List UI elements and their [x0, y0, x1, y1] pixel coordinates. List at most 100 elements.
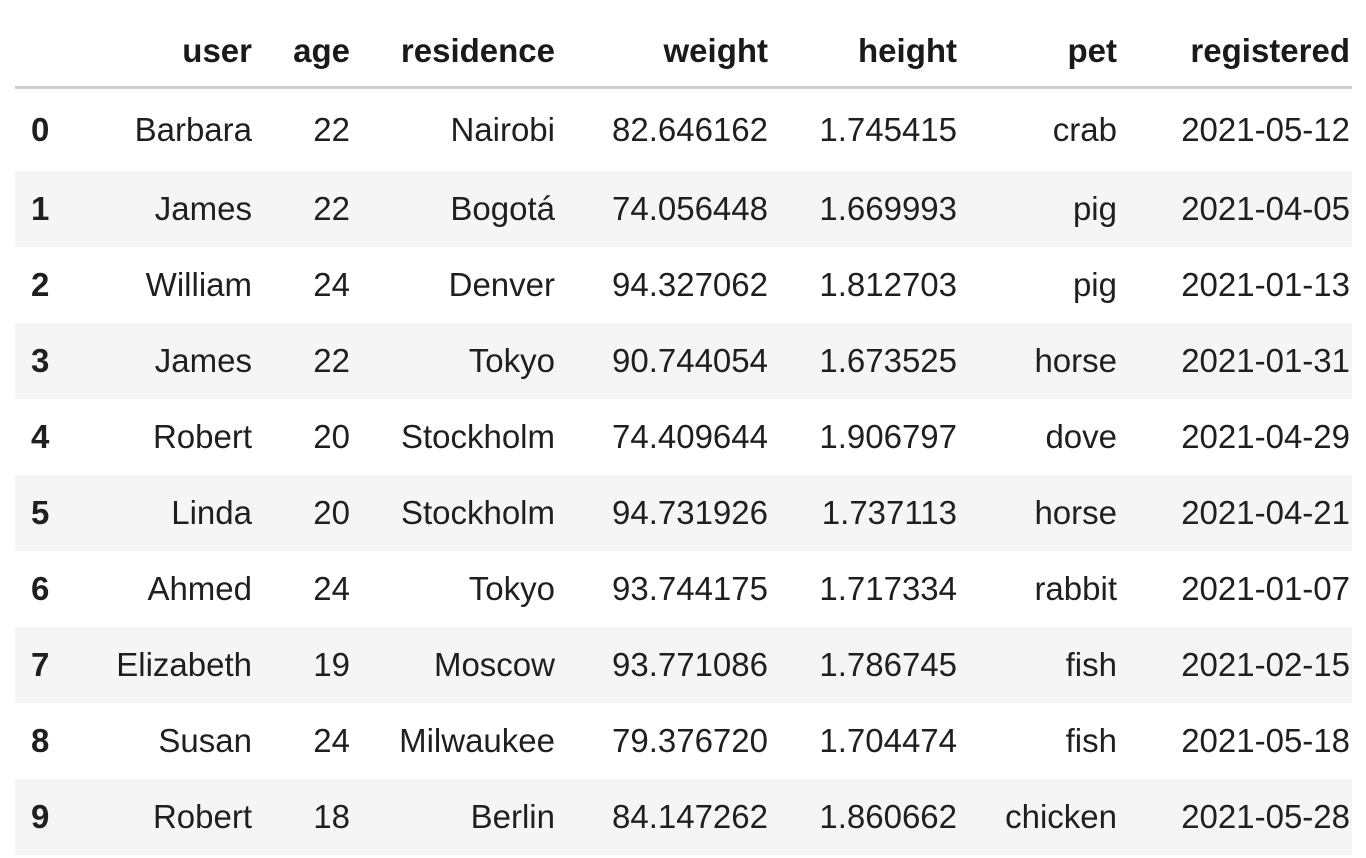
cell-age: 20 — [313, 494, 350, 531]
header-row: user age residence weight height pet reg… — [15, 15, 1352, 89]
cell-age: 22 — [313, 111, 350, 148]
cell-residence: Tokyo — [468, 342, 555, 379]
row-index: 9 — [31, 798, 50, 835]
cell-age: 19 — [313, 646, 350, 683]
cell-registered: 2021-04-29 — [1181, 418, 1350, 455]
cell-age: 24 — [313, 722, 350, 759]
cell-height: 1.669993 — [819, 190, 957, 227]
cell-height: 1.737113 — [821, 494, 957, 531]
cell-user: Elizabeth — [116, 646, 252, 683]
cell-registered: 2021-04-21 — [1181, 494, 1350, 531]
table-row: 8 Susan 24 Milwaukee 79.376720 1.704474 … — [15, 703, 1352, 779]
cell-weight: 93.771086 — [612, 646, 768, 683]
cell-user: William — [145, 266, 252, 303]
cell-weight: 94.327062 — [612, 266, 768, 303]
table-row: 1 James 22 Bogotá 74.056448 1.669993 pig… — [15, 171, 1352, 247]
cell-weight: 93.744175 — [612, 570, 768, 607]
cell-registered: 2021-04-05 — [1181, 190, 1350, 227]
cell-weight: 82.646162 — [612, 111, 768, 148]
cell-height: 1.745415 — [819, 111, 957, 148]
cell-weight: 74.409644 — [612, 418, 768, 455]
cell-residence: Milwaukee — [399, 722, 555, 759]
table-row: 9 Robert 18 Berlin 84.147262 1.860662 ch… — [15, 779, 1352, 855]
row-index: 7 — [31, 646, 50, 683]
cell-user: Ahmed — [147, 570, 252, 607]
cell-residence: Berlin — [470, 798, 555, 835]
cell-height: 1.786745 — [819, 646, 957, 683]
cell-pet: fish — [1065, 646, 1117, 683]
cell-pet: chicken — [1005, 798, 1117, 835]
cell-age: 20 — [313, 418, 350, 455]
cell-user: James — [154, 190, 252, 227]
cell-age: 22 — [313, 190, 350, 227]
cell-user: Robert — [152, 418, 252, 455]
row-index: 0 — [31, 111, 50, 148]
row-index: 6 — [31, 570, 50, 607]
column-header-weight: weight — [557, 15, 770, 89]
cell-height: 1.704474 — [819, 722, 957, 759]
table-row: 7 Elizabeth 19 Moscow 93.771086 1.786745… — [15, 627, 1352, 703]
cell-user: Linda — [171, 494, 252, 531]
cell-age: 24 — [313, 570, 350, 607]
cell-weight: 74.056448 — [612, 190, 768, 227]
column-header-residence: residence — [352, 15, 557, 89]
cell-residence: Stockholm — [400, 418, 555, 455]
table-row: 3 James 22 Tokyo 90.744054 1.673525 hors… — [15, 323, 1352, 399]
dataframe-table: user age residence weight height pet reg… — [15, 15, 1352, 855]
cell-age: 22 — [313, 342, 350, 379]
cell-pet: horse — [1034, 342, 1117, 379]
cell-registered: 2021-05-28 — [1181, 798, 1350, 835]
row-index: 2 — [31, 266, 50, 303]
column-header-pet: pet — [959, 15, 1119, 89]
cell-residence: Tokyo — [468, 570, 555, 607]
table-row: 6 Ahmed 24 Tokyo 93.744175 1.717334 rabb… — [15, 551, 1352, 627]
cell-residence: Moscow — [433, 646, 555, 683]
cell-height: 1.906797 — [819, 418, 957, 455]
cell-weight: 84.147262 — [612, 798, 768, 835]
column-header-height: height — [770, 15, 959, 89]
cell-weight: 90.744054 — [612, 342, 768, 379]
cell-user: Robert — [152, 798, 252, 835]
cell-residence: Stockholm — [400, 494, 555, 531]
row-index: 5 — [31, 494, 50, 531]
table-row: 0 Barbara 22 Nairobi 82.646162 1.745415 … — [15, 88, 1352, 172]
cell-user: James — [154, 342, 252, 379]
cell-residence: Denver — [448, 266, 555, 303]
cell-height: 1.673525 — [819, 342, 957, 379]
cell-registered: 2021-02-15 — [1181, 646, 1350, 683]
column-header-registered: registered — [1119, 15, 1352, 89]
cell-pet: dove — [1045, 418, 1117, 455]
row-index: 1 — [31, 190, 50, 227]
cell-registered: 2021-05-12 — [1181, 111, 1350, 148]
cell-weight: 94.731926 — [612, 494, 768, 531]
table-row: 5 Linda 20 Stockholm 94.731926 1.737113 … — [15, 475, 1352, 551]
cell-residence: Nairobi — [450, 111, 555, 148]
cell-registered: 2021-05-18 — [1181, 722, 1350, 759]
column-header-index — [15, 15, 72, 89]
cell-weight: 79.376720 — [612, 722, 768, 759]
cell-registered: 2021-01-31 — [1181, 342, 1350, 379]
column-header-age: age — [254, 15, 352, 89]
column-header-user: user — [72, 15, 254, 89]
cell-pet: fish — [1065, 722, 1117, 759]
cell-registered: 2021-01-13 — [1181, 266, 1350, 303]
row-index: 3 — [31, 342, 50, 379]
cell-age: 18 — [313, 798, 350, 835]
cell-pet: pig — [1072, 266, 1117, 303]
table-row: 4 Robert 20 Stockholm 74.409644 1.906797… — [15, 399, 1352, 475]
dataframe-output: user age residence weight height pet reg… — [15, 15, 1352, 855]
cell-age: 24 — [313, 266, 350, 303]
cell-registered: 2021-01-07 — [1181, 570, 1350, 607]
cell-user: Susan — [158, 722, 252, 759]
cell-height: 1.717334 — [819, 570, 957, 607]
cell-pet: horse — [1034, 494, 1117, 531]
cell-pet: pig — [1072, 190, 1117, 227]
cell-pet: rabbit — [1034, 570, 1117, 607]
cell-height: 1.812703 — [819, 266, 957, 303]
table-row: 2 William 24 Denver 94.327062 1.812703 p… — [15, 247, 1352, 323]
cell-user: Barbara — [134, 111, 252, 148]
cell-residence: Bogotá — [450, 190, 555, 227]
cell-height: 1.860662 — [819, 798, 957, 835]
row-index: 8 — [31, 722, 50, 759]
row-index: 4 — [31, 418, 50, 455]
